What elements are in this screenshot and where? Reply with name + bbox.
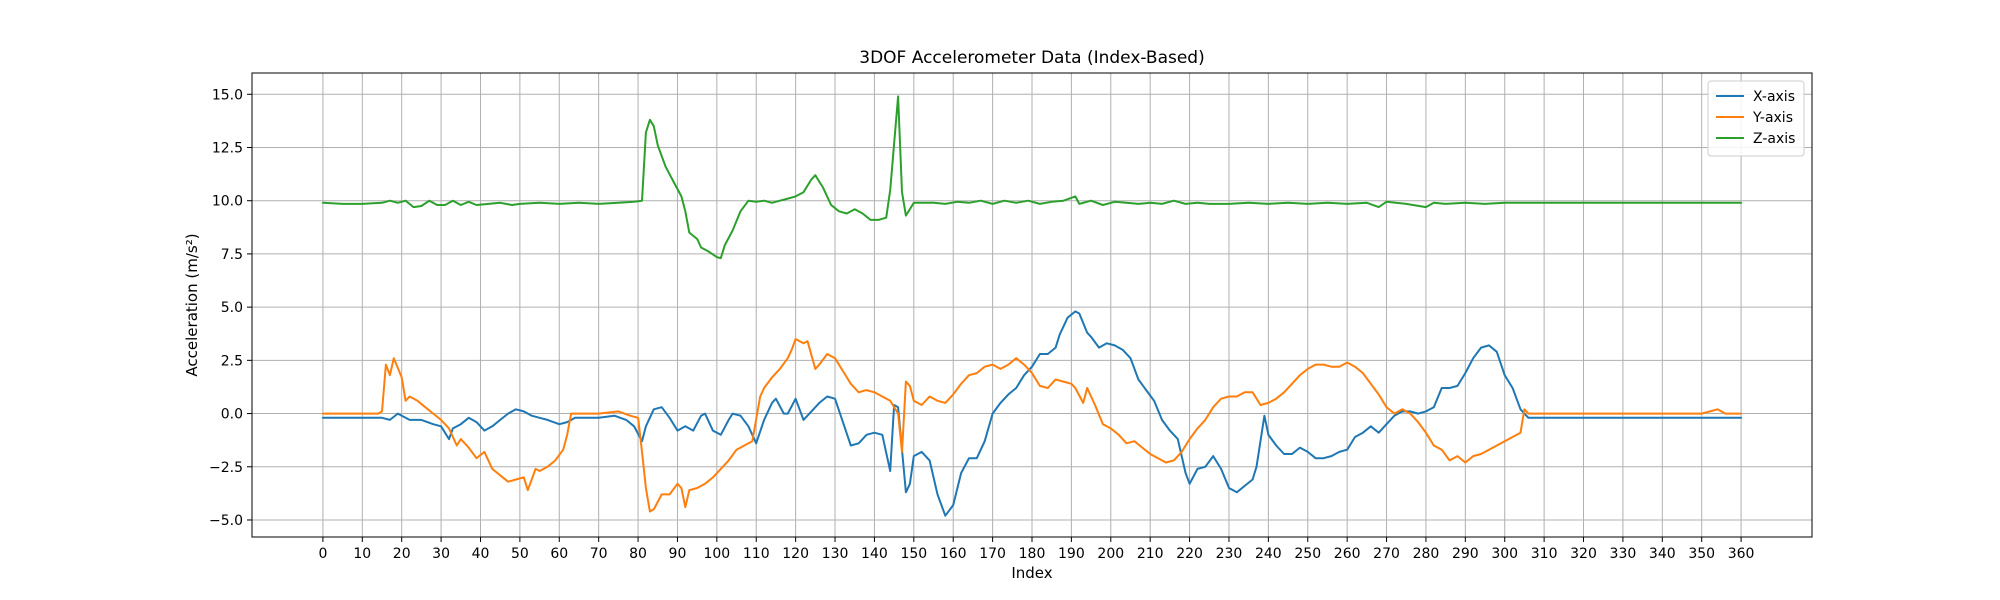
x-tick-label: 270 [1373, 546, 1400, 562]
x-tick-label: 120 [782, 546, 809, 562]
x-tick-label: 80 [629, 546, 647, 562]
x-tick-label: 150 [900, 546, 927, 562]
x-tick-label: 10 [353, 546, 371, 562]
y-axis-title: Acceleration (m/s²) [183, 233, 201, 376]
x-tick-label: 220 [1176, 546, 1203, 562]
x-tick-label: 360 [1728, 546, 1755, 562]
series-line-y-axis [321, 338, 1743, 513]
legend-label: Z-axis [1753, 131, 1795, 147]
x-tick-label: 350 [1688, 546, 1715, 562]
axis-ticks: 0 10 20 30 40 50 60 70 80 90 100 110 120 130 140 150 160… [209, 87, 1754, 562]
x-tick-label: 340 [1649, 546, 1676, 562]
x-tick-label: 130 [822, 546, 849, 562]
x-tick-label: 180 [1019, 546, 1046, 562]
x-tick-label: 60 [550, 546, 568, 562]
x-tick-label: 110 [743, 546, 770, 562]
x-tick-label: 280 [1413, 546, 1440, 562]
x-tick-label: 300 [1491, 546, 1518, 562]
x-tick-label: 90 [669, 546, 687, 562]
x-tick-label: 210 [1137, 546, 1164, 562]
y-tick-label: −5.0 [209, 513, 243, 529]
y-tick-label: 0.0 [221, 407, 243, 423]
x-tick-label: 200 [1097, 546, 1124, 562]
x-tick-label: 250 [1294, 546, 1321, 562]
x-tick-label: 160 [940, 546, 967, 562]
x-tick-label: 230 [1216, 546, 1243, 562]
y-tick-label: 15.0 [212, 87, 243, 103]
series-lines [321, 95, 1743, 517]
legend-label: X-axis [1753, 89, 1795, 105]
x-tick-label: 170 [979, 546, 1006, 562]
legend: X-axis Y-axis Z-axis [1707, 80, 1805, 157]
x-tick-label: 190 [1058, 546, 1085, 562]
y-tick-label: 5.0 [221, 300, 243, 316]
x-tick-label: 20 [393, 546, 411, 562]
x-tick-label: 40 [472, 546, 490, 562]
x-tick-label: 0 [318, 546, 327, 562]
x-tick-label: 70 [590, 546, 608, 562]
x-tick-label: 50 [511, 546, 529, 562]
y-tick-label: 2.5 [221, 353, 243, 369]
series-line-z-axis [321, 95, 1743, 260]
grid-lines [252, 73, 1812, 537]
x-tick-label: 320 [1570, 546, 1597, 562]
chart-title: 3DOF Accelerometer Data (Index-Based) [859, 48, 1204, 68]
x-tick-label: 260 [1334, 546, 1361, 562]
x-tick-label: 100 [703, 546, 730, 562]
y-tick-label: 12.5 [212, 140, 243, 156]
y-tick-label: 10.0 [212, 194, 243, 210]
series-line-x-axis [321, 310, 1743, 517]
x-tick-label: 310 [1531, 546, 1558, 562]
x-tick-label: 30 [432, 546, 450, 562]
legend-label: Y-axis [1752, 110, 1793, 126]
y-tick-label: −2.5 [209, 460, 243, 476]
x-tick-label: 240 [1255, 546, 1282, 562]
x-axis-title: Index [1011, 564, 1052, 582]
x-tick-label: 290 [1452, 546, 1479, 562]
y-tick-label: 7.5 [221, 247, 243, 263]
x-tick-label: 330 [1610, 546, 1637, 562]
x-tick-label: 140 [861, 546, 888, 562]
